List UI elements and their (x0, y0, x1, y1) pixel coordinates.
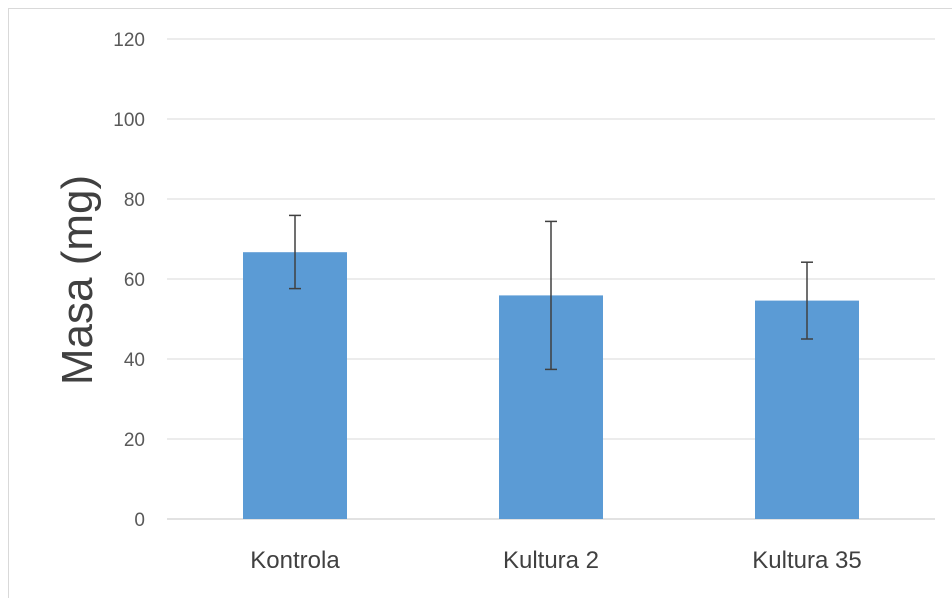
y-tick-label: 100 (113, 110, 145, 131)
y-axis-label: Masa (mg) (53, 175, 102, 385)
y-tick-label: 20 (124, 430, 145, 451)
x-category-label: Kultura 35 (752, 547, 861, 574)
x-axis-categories: Kontrola Kultura 2 Kultura 35 (250, 547, 861, 574)
x-category-label: Kultura 2 (503, 547, 599, 574)
y-tick-label: 120 (113, 30, 145, 51)
y-tick-label: 40 (124, 350, 145, 371)
chart-frame (8, 8, 952, 598)
bars (243, 252, 859, 519)
bar (243, 252, 347, 519)
y-tick-label: 80 (124, 190, 145, 211)
y-axis-ticks: 0 20 40 60 80 100 120 (113, 30, 145, 531)
y-tick-label: 60 (124, 270, 145, 291)
x-category-label: Kontrola (250, 547, 340, 574)
error-bars (289, 214, 813, 371)
y-tick-label: 0 (134, 510, 145, 531)
